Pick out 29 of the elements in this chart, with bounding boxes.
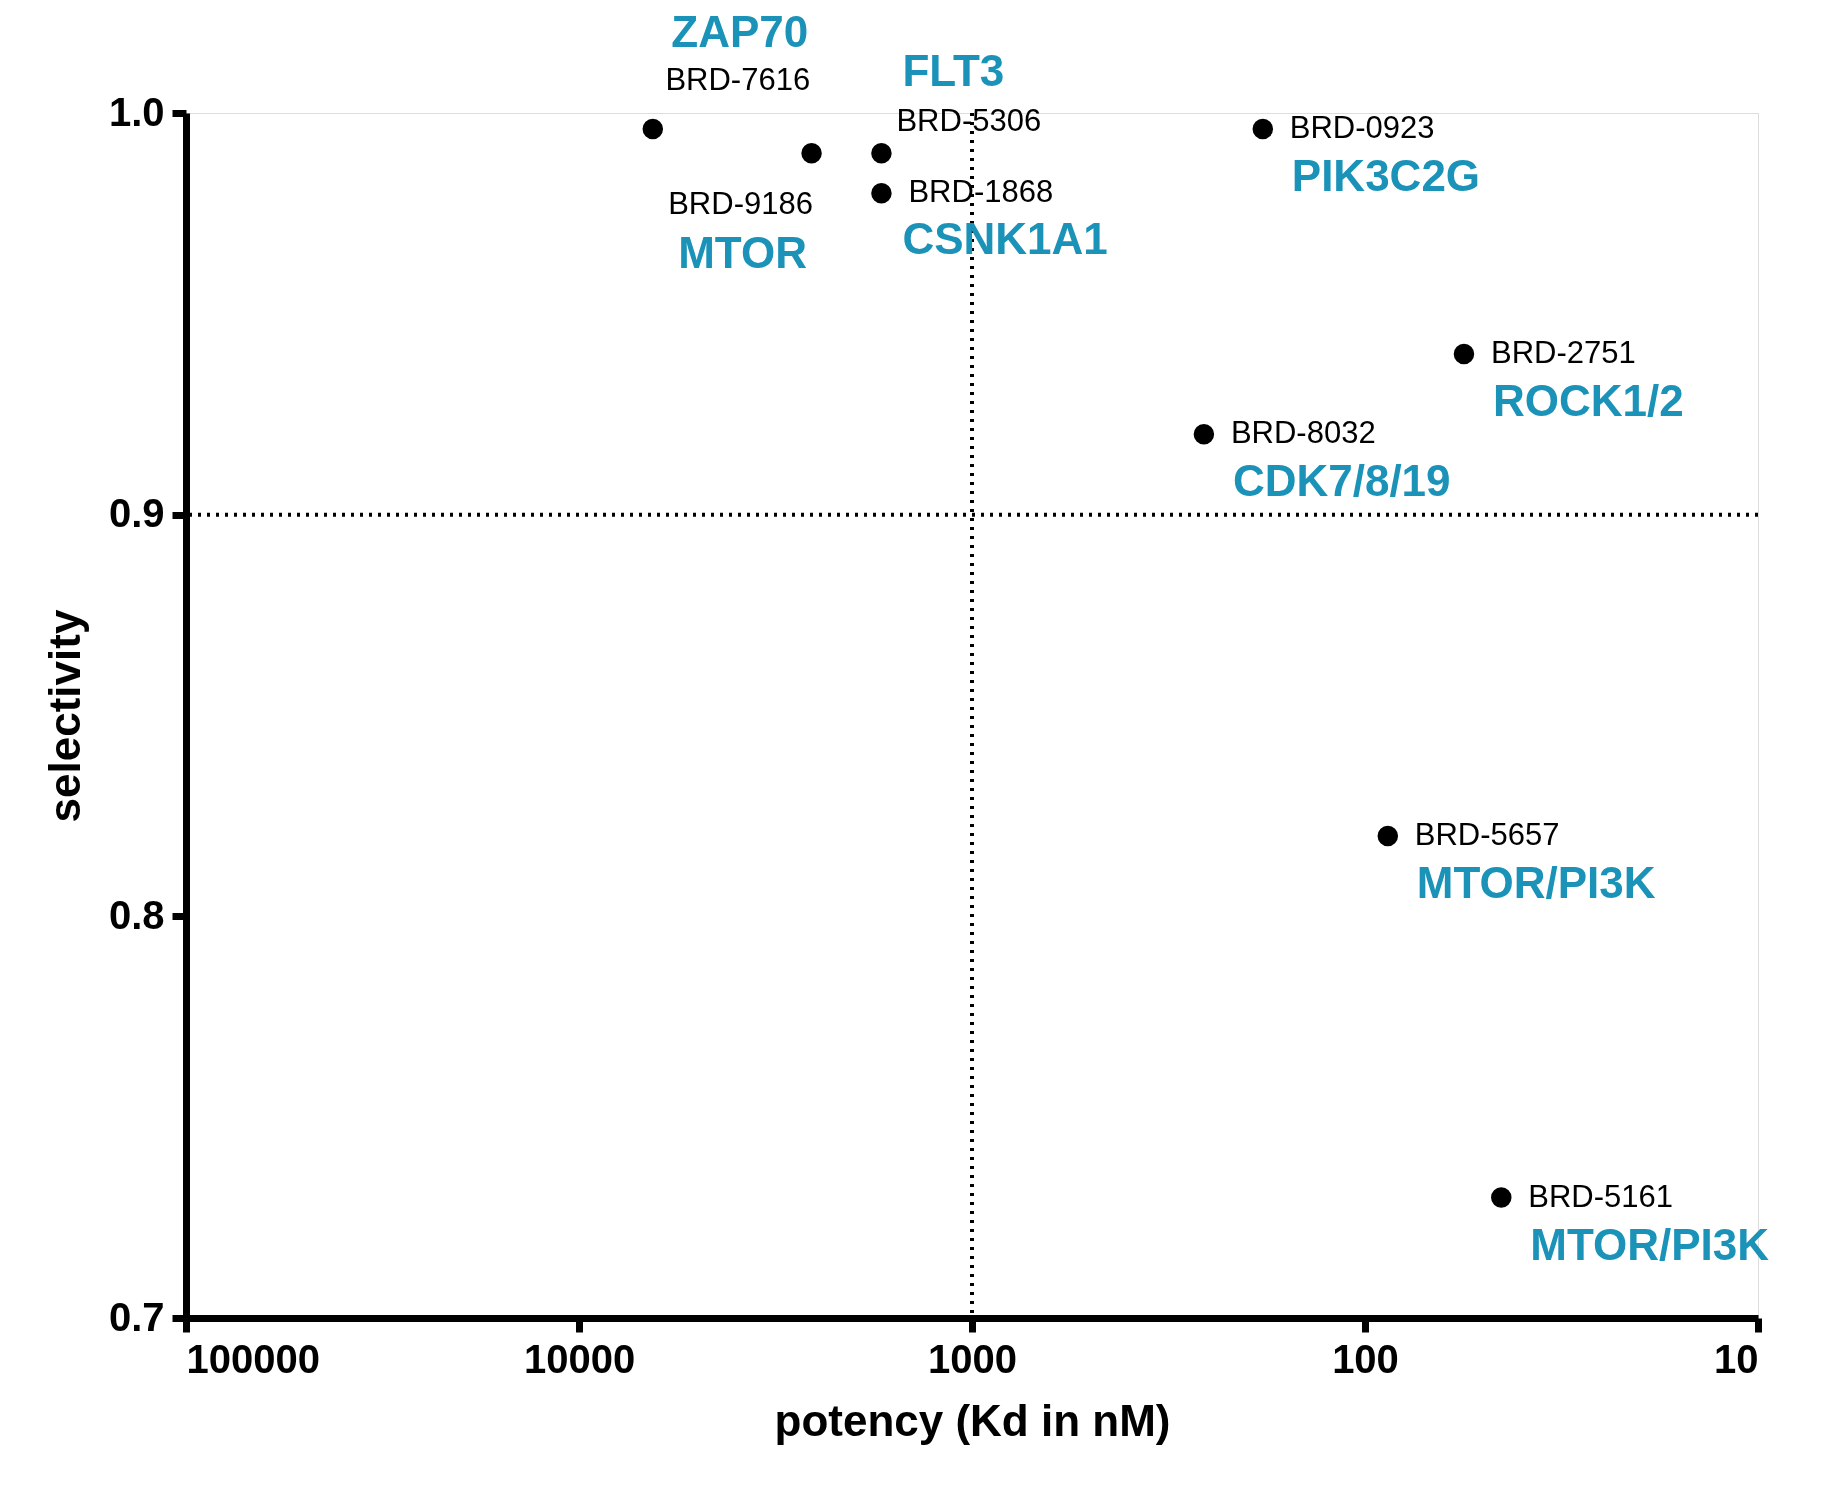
annotation: BRD-5306 [896,103,1042,139]
annotation: BRD-5657 [1414,817,1560,852]
annotation: BRD-8032 [1230,415,1376,451]
y-tick-label: 0.9 [108,491,165,536]
annotation: BRD-9186 [668,186,813,222]
x-axis-title: potency (Kd in nM) [774,1395,1171,1445]
annotation: MTOR/PI3K [1530,1219,1770,1269]
annotation: MTOR [678,228,807,278]
annotation: ROCK1/2 [1492,376,1684,425]
x-tick-label: 10000 [523,1336,636,1381]
annotation: MTOR/PI3K [1416,858,1656,907]
y-tick-label: 1.0 [108,89,165,134]
annotation: CDK7/8/19 [1232,456,1451,506]
annotation: FLT3 [902,46,1005,96]
annotation: BRD-5161 [1528,1178,1674,1214]
x-tick-label: 100 [1332,1336,1399,1381]
annotation: CSNK1A1 [902,214,1108,264]
annotation: BRD-0923 [1289,110,1435,146]
annotation: ZAP70 [671,7,809,57]
annotation: PIK3C2G [1291,151,1481,201]
y-tick-label: 0.8 [108,892,165,937]
x-tick-label: 10 [1714,1336,1759,1381]
x-tick-label: 100000 [186,1336,320,1381]
annotation: BRD-2751 [1490,335,1636,370]
y-axis-title: selectivity [39,609,89,823]
y-tick-label: 0.7 [108,1294,165,1339]
annotation: BRD-7616 [665,62,811,98]
x-tick-label: 1000 [928,1336,1017,1381]
annotation: BRD-1868 [908,174,1054,210]
